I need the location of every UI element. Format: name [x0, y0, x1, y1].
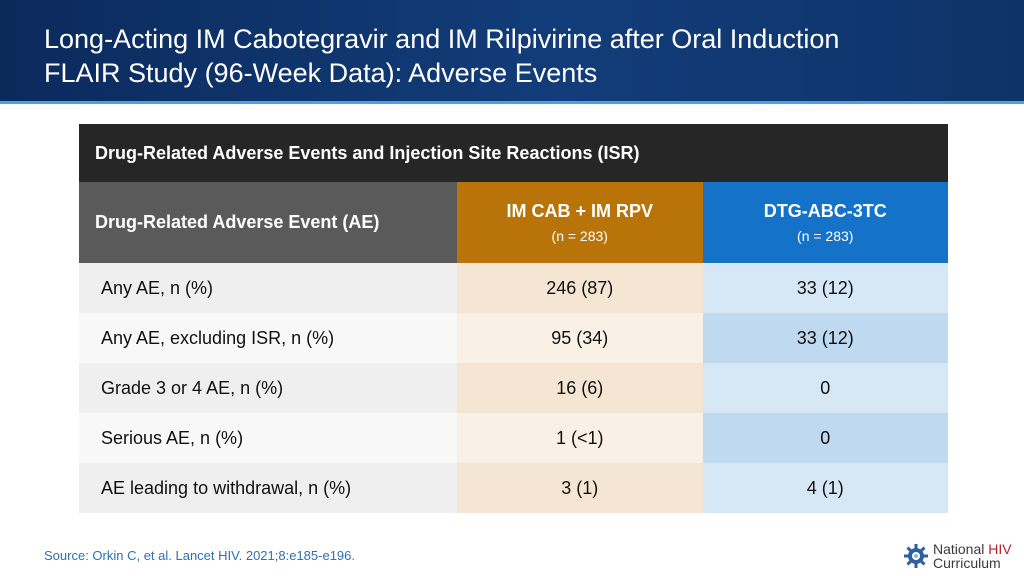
- row-header-label: Drug-Related Adverse Event (AE): [79, 182, 457, 263]
- column-header-dtg-abc-3tc: DTG-ABC-3TC (n = 283): [702, 182, 948, 263]
- column-n: (n = 283): [551, 228, 608, 244]
- table-row: Any AE, n (%) 246 (87) 33 (12): [79, 263, 948, 313]
- cab-rpv-value: 3 (1): [457, 463, 703, 513]
- row-label: Any AE, excluding ISR, n (%): [79, 313, 457, 363]
- table-row: Serious AE, n (%) 1 (<1) 0: [79, 413, 948, 463]
- slide-title-line2: FLAIR Study (96-Week Data): Adverse Even…: [44, 58, 598, 88]
- gear-logo-icon: [904, 544, 928, 568]
- cab-rpv-value: 246 (87): [457, 263, 703, 313]
- source-citation: Source: Orkin C, et al. Lancet HIV. 2021…: [44, 548, 355, 563]
- table-caption: Drug-Related Adverse Events and Injectio…: [79, 124, 948, 182]
- row-label: Grade 3 or 4 AE, n (%): [79, 363, 457, 413]
- cab-rpv-value: 95 (34): [457, 313, 703, 363]
- dtg-value: 33 (12): [702, 263, 948, 313]
- cab-rpv-value: 1 (<1): [457, 413, 703, 463]
- slide-header: [0, 0, 1024, 101]
- dtg-value: 33 (12): [702, 313, 948, 363]
- column-n: (n = 283): [797, 228, 854, 244]
- dtg-value: 0: [702, 363, 948, 413]
- column-name: IM CAB + IM RPV: [506, 201, 653, 221]
- row-label: AE leading to withdrawal, n (%): [79, 463, 457, 513]
- row-label: Any AE, n (%): [79, 263, 457, 313]
- column-header-cab-rpv: IM CAB + IM RPV (n = 283): [457, 182, 703, 263]
- row-label: Serious AE, n (%): [79, 413, 457, 463]
- table-header-row: Drug-Related Adverse Event (AE) IM CAB +…: [79, 182, 948, 263]
- national-hiv-curriculum-logo: National HIV Curriculum: [903, 542, 1012, 570]
- table-row: AE leading to withdrawal, n (%) 3 (1) 4 …: [79, 463, 948, 513]
- logo-word-national: National: [933, 541, 985, 557]
- header-divider: [0, 101, 1024, 104]
- dtg-value: 4 (1): [702, 463, 948, 513]
- table-row: Grade 3 or 4 AE, n (%) 16 (6) 0: [79, 363, 948, 413]
- slide-title: Long-Acting IM Cabotegravir and IM Rilpi…: [44, 22, 839, 90]
- adverse-events-table: Drug-Related Adverse Events and Injectio…: [79, 124, 948, 513]
- logo-word-curriculum: Curriculum: [933, 555, 1001, 571]
- slide-title-line1: Long-Acting IM Cabotegravir and IM Rilpi…: [44, 24, 840, 54]
- table-row: Any AE, excluding ISR, n (%) 95 (34) 33 …: [79, 313, 948, 363]
- column-name: DTG-ABC-3TC: [763, 201, 887, 221]
- logo-text: National HIV Curriculum: [933, 542, 1012, 570]
- logo-word-hiv: HIV: [988, 541, 1012, 557]
- dtg-value: 0: [702, 413, 948, 463]
- cab-rpv-value: 16 (6): [457, 363, 703, 413]
